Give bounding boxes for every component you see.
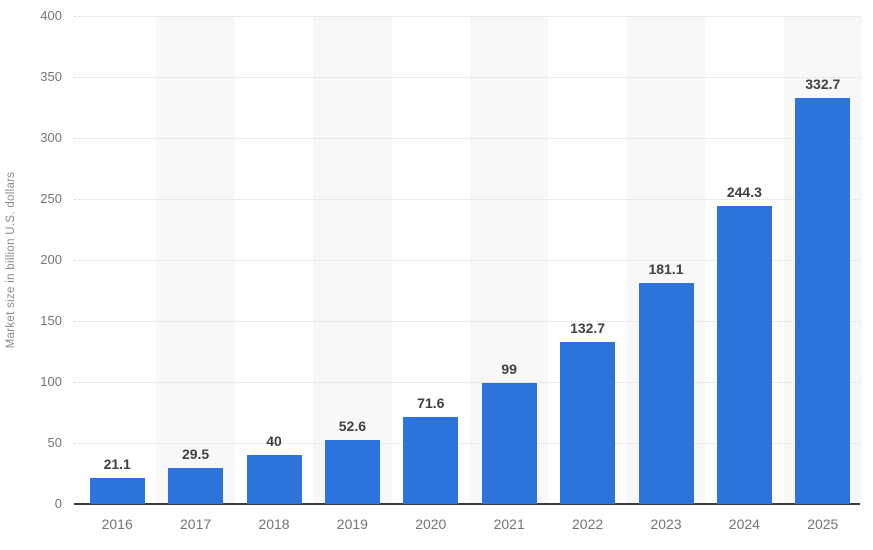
bar-2021[interactable] (481, 383, 537, 504)
value-label-2021: 99 (501, 361, 517, 378)
x-tick-label-2021: 2021 (493, 516, 525, 532)
gridline-250 (74, 199, 860, 200)
x-tick-label-2024: 2024 (728, 516, 760, 532)
value-label-2022: 132.7 (570, 320, 606, 337)
bar-2017[interactable] (168, 468, 224, 504)
value-label-2023: 181.1 (648, 261, 684, 278)
value-label-2019: 52.6 (338, 417, 367, 434)
x-axis-baseline (74, 503, 860, 505)
x-tick-label-2018: 2018 (258, 516, 290, 532)
gridline-400 (74, 16, 860, 17)
x-tick-label-2025: 2025 (807, 516, 839, 532)
x-tick-label-2022: 2022 (572, 516, 604, 532)
x-tick-label-2019: 2019 (336, 516, 368, 532)
value-label-2016: 21.1 (103, 456, 131, 473)
y-tick-label-0: 0 (54, 496, 62, 511)
bar-2025[interactable] (795, 98, 851, 504)
bar-2022[interactable] (560, 342, 616, 504)
y-tick-label-400: 400 (40, 8, 62, 23)
x-tick-label-2016: 2016 (101, 516, 133, 532)
y-tick-label-150: 150 (40, 313, 62, 328)
gridline-150 (74, 321, 860, 322)
bar-2020[interactable] (403, 416, 459, 504)
bar-2023[interactable] (638, 283, 694, 504)
x-tick-label-2020: 2020 (415, 516, 447, 532)
gridline-100 (74, 382, 860, 383)
value-label-2018: 40 (266, 433, 282, 450)
x-tick-label-2017: 2017 (180, 516, 212, 532)
y-tick-label-200: 200 (40, 252, 62, 267)
gridline-200 (74, 260, 860, 261)
gridline-300 (74, 138, 860, 139)
x-tick-label-2023: 2023 (650, 516, 682, 532)
y-tick-label-50: 50 (47, 435, 62, 450)
value-label-2017: 29.5 (181, 446, 210, 462)
bar-2019[interactable] (324, 439, 380, 504)
y-tick-label-300: 300 (40, 130, 62, 145)
gridline-350 (74, 77, 860, 78)
value-label-2024: 244.3 (726, 183, 762, 200)
gridline-50 (74, 443, 860, 444)
y-tick-label-100: 100 (40, 374, 62, 389)
value-label-2020: 71.6 (417, 394, 445, 411)
value-label-2025: 332.7 (805, 76, 841, 93)
bar-2024[interactable] (716, 205, 772, 504)
y-tick-label-250: 250 (40, 191, 62, 206)
y-tick-label-350: 350 (40, 69, 62, 84)
bar-2018[interactable] (246, 455, 302, 504)
bar-2016[interactable] (89, 478, 145, 504)
